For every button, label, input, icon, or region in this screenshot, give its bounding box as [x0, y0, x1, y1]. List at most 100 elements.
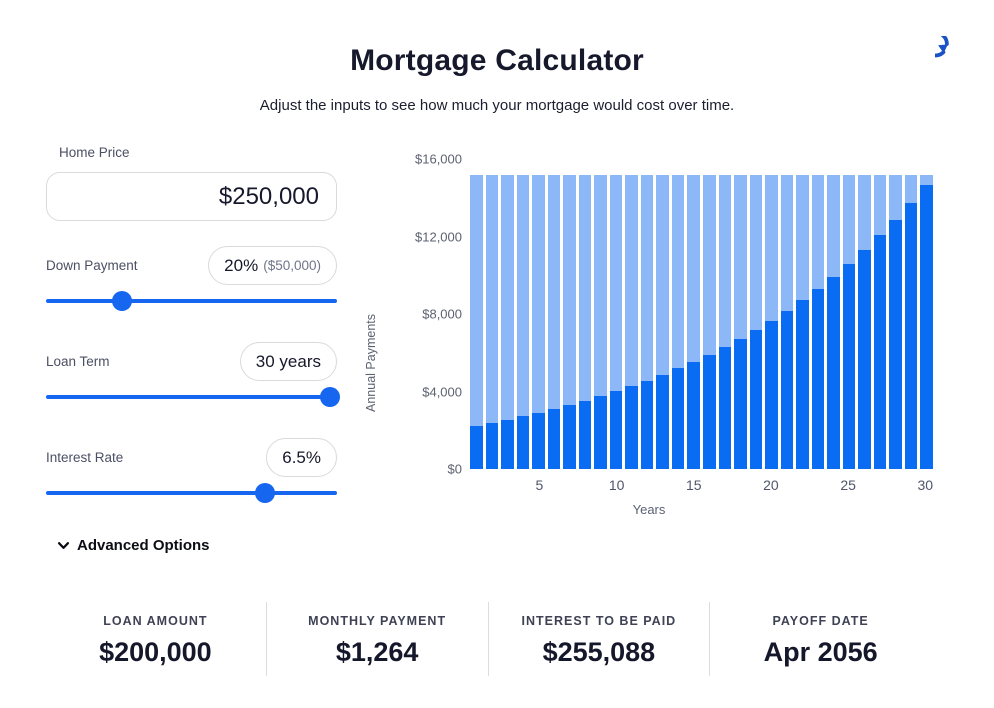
principal-segment: [858, 250, 871, 469]
down-payment-label: Down Payment: [46, 258, 138, 273]
interest-rate-slider[interactable]: [46, 483, 337, 503]
interest-segment: [501, 175, 514, 420]
interest-segment: [734, 175, 747, 339]
bar-year-10[interactable]: [609, 159, 623, 469]
interest-segment: [827, 175, 840, 277]
interest-segment: [765, 175, 778, 321]
principal-segment: [547, 409, 561, 469]
principal-segment: [734, 338, 747, 469]
interest-segment: [485, 175, 499, 423]
bar-year-22[interactable]: [796, 159, 809, 469]
bar-year-24[interactable]: [827, 159, 840, 469]
principal-segment: [470, 425, 483, 469]
loan-term-field[interactable]: 30 years: [239, 342, 337, 381]
loan-term-slider[interactable]: [46, 387, 340, 407]
bar-year-19[interactable]: [749, 159, 763, 469]
bar-year-11[interactable]: [625, 159, 638, 469]
bar-year-3[interactable]: [501, 159, 514, 469]
interest-segment: [532, 175, 545, 413]
interest-segment: [578, 175, 592, 401]
interest-segment: [889, 175, 902, 220]
y-tick-label: $8,000: [422, 306, 462, 322]
bar-year-15[interactable]: [687, 159, 700, 469]
interest-segment: [920, 175, 933, 186]
bar-year-5[interactable]: [532, 159, 545, 469]
interest-segment: [749, 175, 763, 330]
loan-term-label: Loan Term: [46, 354, 110, 369]
bar-year-28[interactable]: [889, 159, 902, 469]
interest-rate-field[interactable]: 6.5%: [266, 438, 337, 477]
reset-icon: [922, 30, 969, 73]
interest-segment: [796, 175, 809, 301]
bar-year-12[interactable]: [640, 159, 654, 469]
bar-year-2[interactable]: [485, 159, 499, 469]
principal-segment: [749, 329, 763, 469]
stat-value: $255,088: [542, 637, 656, 667]
interest-segment: [609, 175, 623, 392]
principal-segment: [842, 263, 856, 469]
bar-year-27[interactable]: [873, 159, 887, 469]
interest-segment: [842, 175, 856, 264]
interest-segment: [625, 175, 638, 387]
stat-label: PAYOFF DATE: [772, 614, 869, 628]
principal-segment: [656, 374, 669, 469]
down-payment-field[interactable]: 20% ($50,000): [208, 246, 337, 285]
x-tick-label: 15: [685, 477, 702, 493]
bar-year-30[interactable]: [920, 159, 933, 469]
principal-segment: [920, 185, 933, 469]
bar-year-16[interactable]: [702, 159, 716, 469]
loan-term-value: 30 years: [255, 351, 321, 371]
reset-button[interactable]: [922, 30, 970, 73]
principal-segment: [687, 361, 700, 469]
interest-segment: [780, 175, 794, 311]
principal-segment: [827, 276, 840, 469]
interest-segment: [563, 175, 576, 406]
interest-segment: [656, 175, 669, 375]
summary-stats: LOAN AMOUNT $200,000 MONTHLY PAYMENT $1,…: [45, 602, 931, 676]
bar-year-14[interactable]: [671, 159, 685, 469]
inputs-panel: Home Price Down Payment 20% ($50,000) Lo…: [46, 145, 340, 554]
bar-year-9[interactable]: [594, 159, 607, 469]
bar-year-6[interactable]: [547, 159, 561, 469]
home-price-input[interactable]: [46, 172, 337, 221]
principal-segment: [780, 310, 794, 469]
stat-interest-to-be-paid: INTEREST TO BE PAID $255,088: [487, 602, 710, 676]
principal-segment: [625, 386, 638, 469]
stat-label: MONTHLY PAYMENT: [308, 614, 447, 628]
bar-year-8[interactable]: [578, 159, 592, 469]
bar-year-18[interactable]: [734, 159, 747, 469]
interest-segment: [873, 175, 887, 236]
bar-year-4[interactable]: [516, 159, 530, 469]
y-tick-label: $0: [447, 461, 462, 477]
bar-year-21[interactable]: [780, 159, 794, 469]
bar-year-25[interactable]: [842, 159, 856, 469]
stat-payoff-date: PAYOFF DATE Apr 2056: [709, 602, 931, 676]
interest-segment: [702, 175, 716, 355]
bar-year-26[interactable]: [858, 159, 871, 469]
advanced-options-toggle[interactable]: Advanced Options: [57, 537, 210, 554]
principal-segment: [671, 368, 685, 469]
chart-bars: [470, 159, 933, 469]
bar-year-7[interactable]: [563, 159, 576, 469]
interest-segment: [594, 175, 607, 397]
interest-segment: [547, 175, 561, 410]
slider-thumb[interactable]: [255, 483, 276, 503]
slider-thumb[interactable]: [111, 291, 132, 311]
interest-segment: [858, 175, 871, 251]
bar-year-1[interactable]: [470, 159, 483, 469]
y-tick-label: $4,000: [422, 384, 462, 399]
slider-track: [46, 395, 337, 399]
bar-year-29[interactable]: [904, 159, 918, 469]
interest-segment: [718, 175, 732, 347]
bar-year-20[interactable]: [765, 159, 778, 469]
down-payment-slider[interactable]: [46, 291, 337, 311]
y-axis-labels: $0 $4,000 $8,000 $12,000 $16,000: [376, 152, 462, 477]
bar-year-17[interactable]: [718, 159, 732, 469]
annual-payments-chart: Annual Payments $0 $4,000 $8,000 $12,000 $16…: [362, 146, 936, 526]
bar-year-13[interactable]: [656, 159, 669, 469]
bar-year-23[interactable]: [811, 159, 825, 469]
principal-segment: [594, 396, 607, 469]
principal-segment: [516, 416, 530, 469]
slider-thumb[interactable]: [319, 387, 340, 407]
principal-segment: [904, 203, 918, 469]
